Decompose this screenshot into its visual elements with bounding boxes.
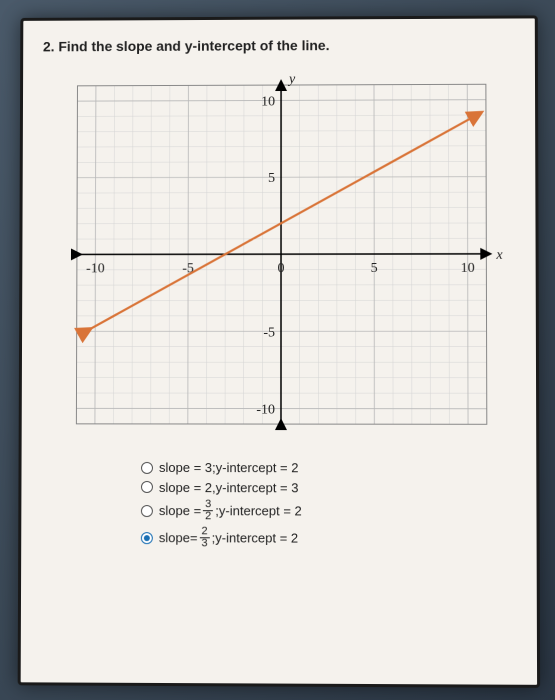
option-label: slope = 3; y-intercept = 2 <box>158 460 298 476</box>
svg-text:x: x <box>495 248 503 263</box>
option-label: slope = 32 ; y-intercept = 2 <box>158 499 301 522</box>
chart-container: -10-50510-10-5510xy <box>41 66 516 446</box>
option-label: slope = 2, y-intercept = 3 <box>158 480 298 496</box>
question-text: 2. Find the slope and y-intercept of the… <box>42 36 514 54</box>
radio-icon[interactable] <box>140 532 152 544</box>
line-chart: -10-50510-10-5510xy <box>48 66 509 446</box>
svg-text:5: 5 <box>268 171 275 186</box>
answer-option-2[interactable]: slope = 32 ; y-intercept = 2 <box>140 499 515 523</box>
radio-icon[interactable] <box>140 505 152 517</box>
svg-text:-10: -10 <box>86 261 105 276</box>
answer-option-3[interactable]: slope= 23 ; y-intercept = 2 <box>140 526 516 550</box>
answer-option-0[interactable]: slope = 3; y-intercept = 2 <box>141 460 516 476</box>
svg-text:5: 5 <box>370 261 377 276</box>
radio-icon[interactable] <box>141 462 153 474</box>
svg-text:10: 10 <box>261 94 275 109</box>
svg-text:10: 10 <box>460 261 474 276</box>
svg-text:-10: -10 <box>256 403 275 418</box>
option-label: slope= 23 ; y-intercept = 2 <box>158 526 297 549</box>
svg-text:0: 0 <box>277 261 284 276</box>
radio-icon[interactable] <box>140 481 152 493</box>
answer-options: slope = 3; y-intercept = 2 slope = 2, y-i… <box>41 460 516 551</box>
answer-option-1[interactable]: slope = 2, y-intercept = 3 <box>140 480 515 496</box>
svg-text:-5: -5 <box>263 325 275 340</box>
worksheet-frame: 2. Find the slope and y-intercept of the… <box>17 15 539 687</box>
